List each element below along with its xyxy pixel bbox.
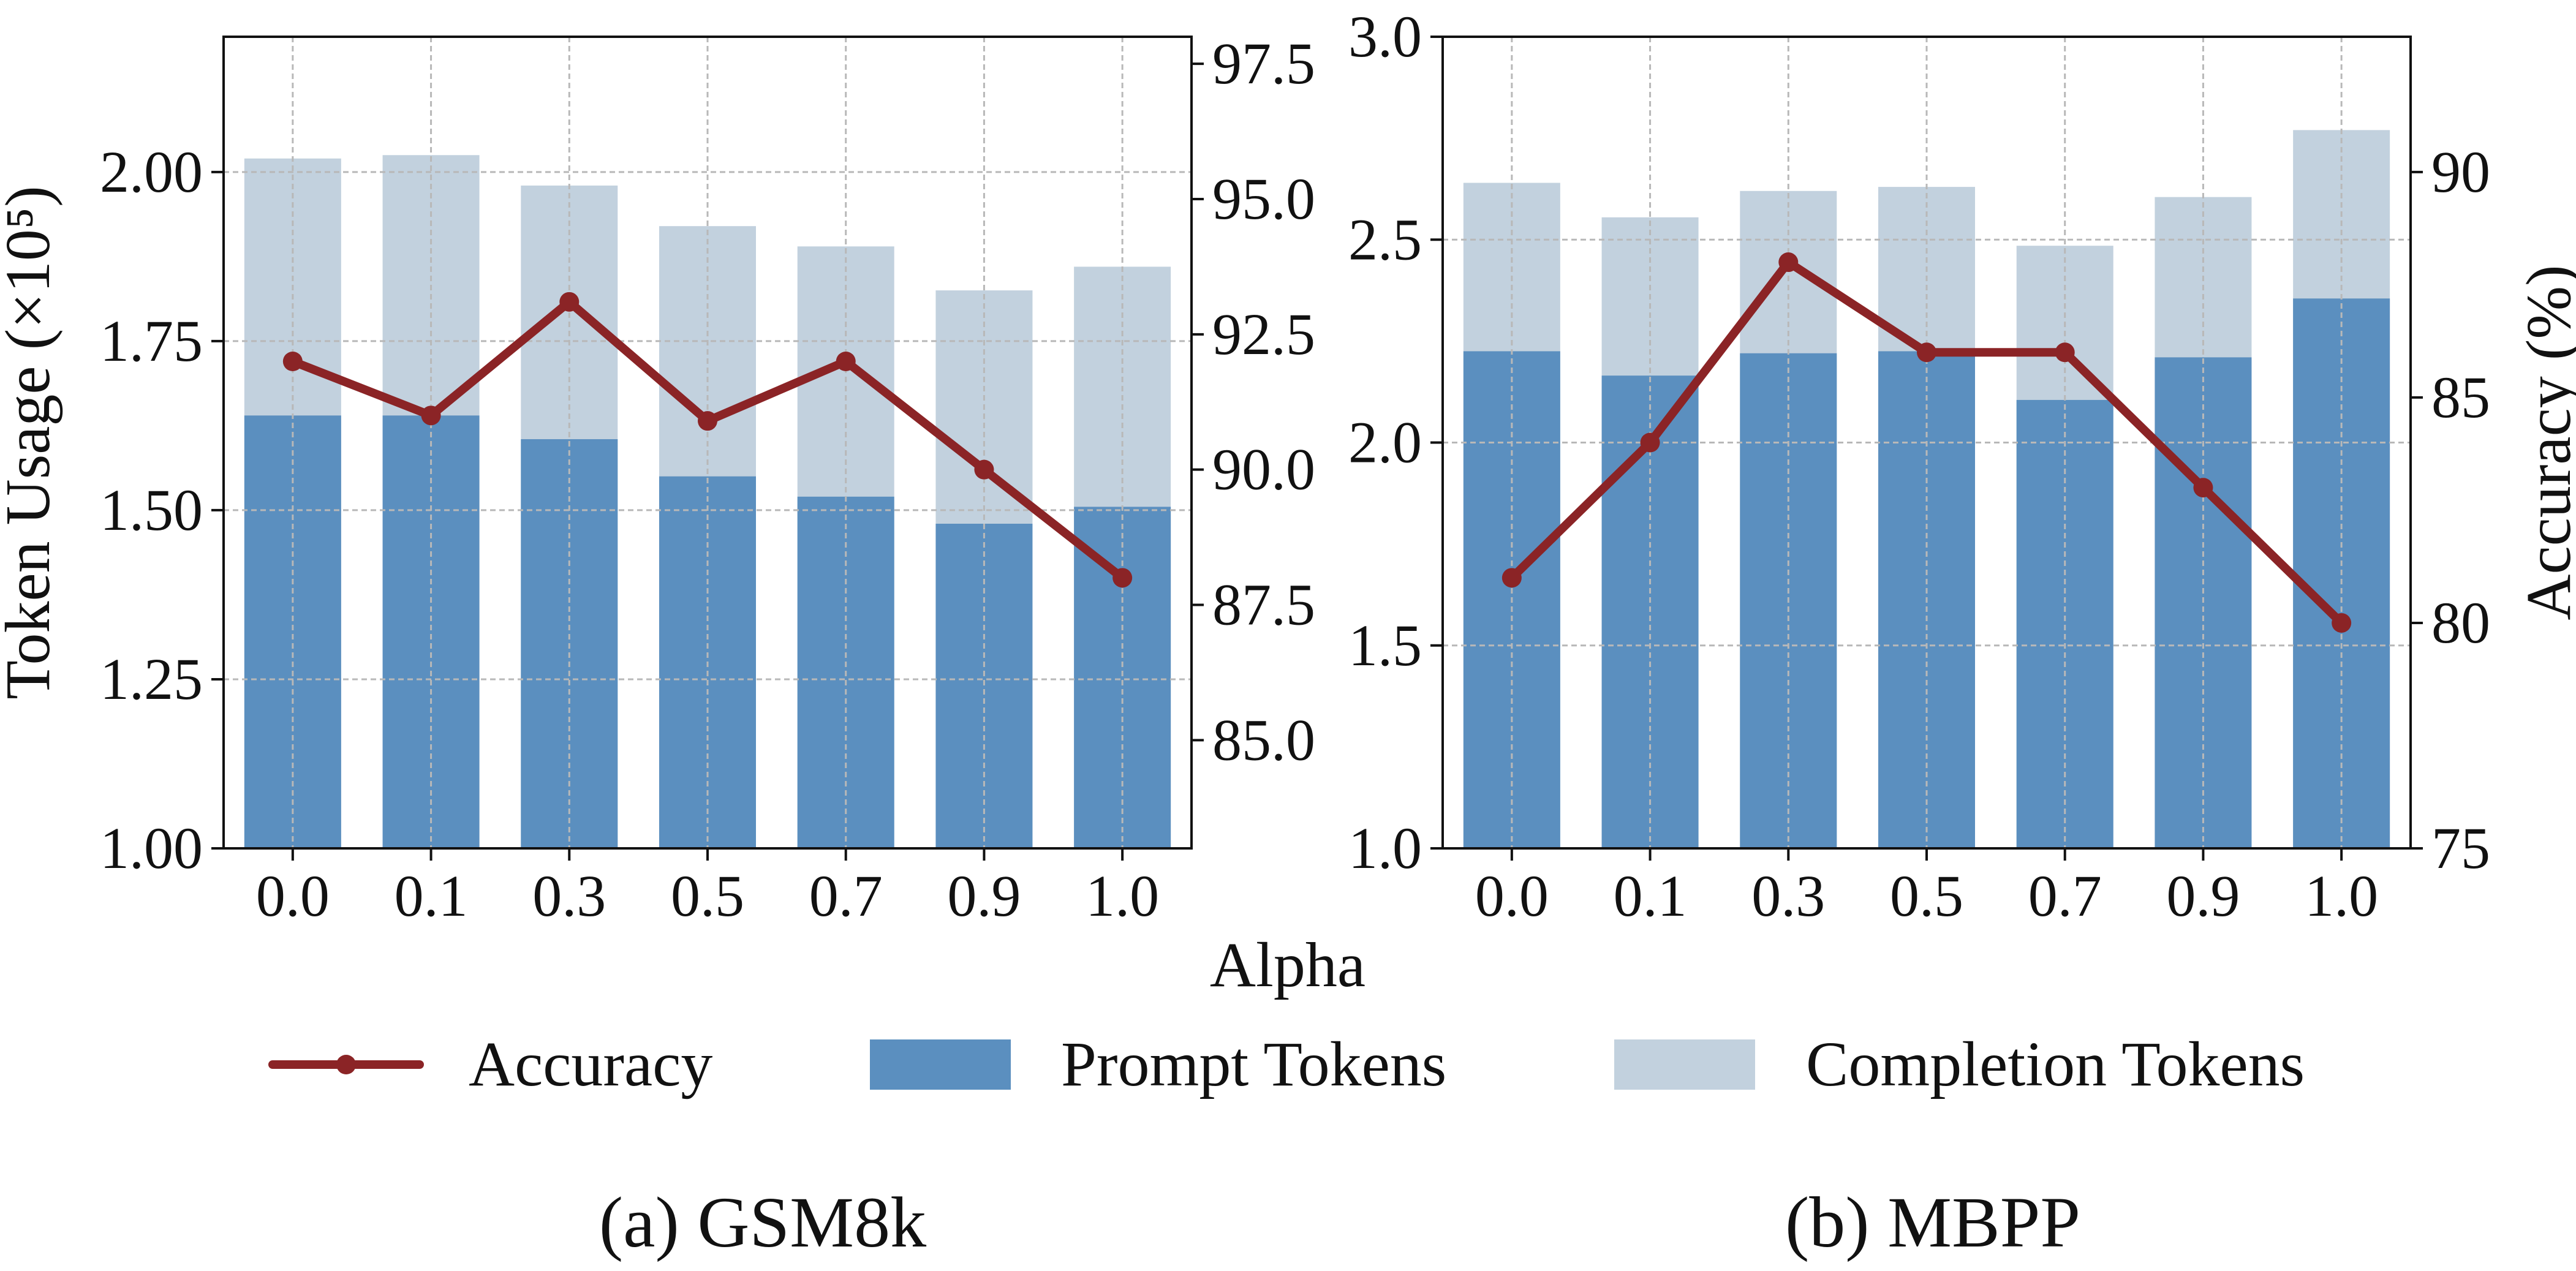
- y-tick-label: 1.75: [100, 308, 203, 374]
- y-right-tick-label: 85.0: [1212, 707, 1315, 772]
- y-right-tick-label: 92.5: [1212, 301, 1315, 367]
- accuracy-point: [2332, 613, 2352, 633]
- x-tick-label: 0.3: [532, 863, 606, 929]
- gsm8k-chart: 1.00 1.25 1.50 1.75 2.00 85.0 87.5 90.0 92.5 95.0…: [0, 31, 1315, 929]
- y-right-axis-title: Accuracy (%): [2514, 265, 2576, 620]
- x-axis-label: Alpha: [1210, 930, 1365, 1000]
- legend-completion-label: Completion Tokens: [1806, 1029, 2305, 1099]
- x-tick-label: 1.0: [2305, 863, 2378, 929]
- accuracy-point: [1112, 568, 1133, 588]
- y-right-tick-label: 80: [2431, 590, 2490, 655]
- y-right-tick-label: 95.0: [1212, 166, 1315, 232]
- accuracy-point: [282, 352, 303, 371]
- legend-item-completion-tokens: Completion Tokens: [1614, 1029, 2305, 1099]
- x-tick-label: 0.7: [2028, 863, 2102, 929]
- accuracy-point: [1501, 568, 1522, 588]
- caption-mbpp: (b) MBPP: [1785, 1182, 2080, 1262]
- legend-accuracy-marker: [336, 1055, 356, 1074]
- y-tick-label: 1.25: [100, 646, 203, 712]
- legend-prompt-label: Prompt Tokens: [1061, 1029, 1446, 1099]
- y-tick-label: 2.00: [100, 139, 203, 205]
- x-tick-label: 0.9: [947, 863, 1021, 929]
- accuracy-point: [1778, 252, 1799, 273]
- y-tick-label: 1.50: [100, 477, 203, 543]
- legend-completion-swatch: [1614, 1039, 1755, 1090]
- legend-item-accuracy: Accuracy: [268, 1029, 712, 1099]
- legend-item-prompt-tokens: Prompt Tokens: [870, 1029, 1446, 1099]
- x-tick-label: 0.3: [1751, 863, 1825, 929]
- accuracy-point: [836, 352, 856, 371]
- x-tick-label: 0.5: [671, 863, 744, 929]
- x-tick-label: 1.0: [1086, 863, 1159, 929]
- x-tick-label: 0.7: [809, 863, 883, 929]
- accuracy-point: [559, 292, 580, 312]
- y-right-tick-label: 90.0: [1212, 437, 1315, 502]
- y-axis-title: Token Usage (×10⁵): [0, 186, 63, 700]
- accuracy-point: [1640, 432, 1660, 453]
- x-tick-label: 0.9: [2166, 863, 2240, 929]
- mbpp-chart: 1.0 1.5 2.0 2.5 3.0 75 80 85 90 0.0 0.1 0.3 0.5 0.7 0.…: [1348, 4, 2576, 929]
- y-tick-label: 1.5: [1348, 613, 1422, 678]
- x-tick-label: 0.0: [256, 863, 330, 929]
- y-right-tick-label: 75: [2431, 815, 2490, 881]
- y-right-tick-label: 90: [2431, 139, 2490, 205]
- caption-gsm8k: (a) GSM8k: [599, 1182, 926, 1262]
- accuracy-point: [1917, 342, 1936, 363]
- y-right-tick-label: 97.5: [1212, 31, 1315, 96]
- accuracy-point: [2055, 342, 2075, 363]
- legend: Accuracy Prompt Tokens Completion Tokens: [268, 1029, 2305, 1099]
- accuracy-point: [421, 405, 441, 426]
- x-tick-label: 0.1: [395, 863, 468, 929]
- y-tick-label: 2.5: [1348, 206, 1422, 272]
- x-tick-label: 0.0: [1475, 863, 1549, 929]
- accuracy-point: [974, 459, 994, 480]
- prompt-tokens-bar: [1074, 507, 1171, 848]
- y-tick-label: 3.0: [1348, 4, 1422, 69]
- y-tick-label: 1.0: [1348, 815, 1422, 881]
- grid: [224, 37, 1192, 850]
- x-tick-label: 0.5: [1890, 863, 1963, 929]
- x-tick-label: 0.1: [1614, 863, 1687, 929]
- y-right-tick-label: 87.5: [1212, 572, 1315, 638]
- accuracy-point: [698, 411, 717, 431]
- y-tick-label: 2.0: [1348, 410, 1422, 475]
- grid: [1443, 36, 2411, 850]
- accuracy-point: [2193, 478, 2213, 498]
- legend-prompt-swatch: [870, 1039, 1011, 1090]
- y-tick-label: 1.00: [100, 815, 203, 881]
- legend-accuracy-label: Accuracy: [469, 1029, 712, 1099]
- y-right-tick-label: 85: [2431, 364, 2490, 430]
